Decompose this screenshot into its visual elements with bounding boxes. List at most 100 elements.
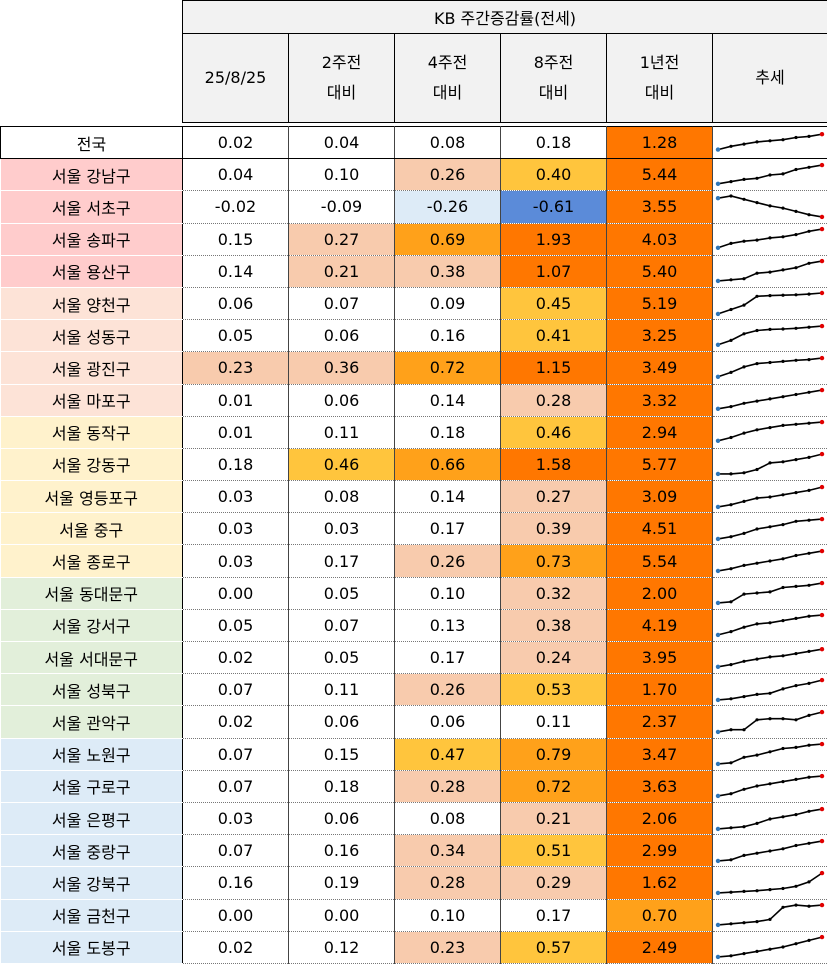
trend-sparkline	[715, 933, 825, 961]
trend-point	[742, 472, 745, 475]
trend-first-point	[716, 181, 720, 185]
region-name: 서울 용산구	[1, 255, 183, 287]
region-name: 서울 서대문구	[1, 642, 183, 674]
trend-point	[794, 135, 797, 138]
value-cell: 0.17	[289, 545, 395, 577]
column-header-line2: 대비	[395, 78, 500, 108]
trend-first-point	[716, 697, 720, 701]
value-cell: 0.18	[395, 416, 501, 448]
trend-last-point	[820, 215, 824, 219]
value-cell: 0.72	[395, 352, 501, 384]
trend-sparkline	[715, 644, 825, 672]
value-cell: 1.62	[607, 867, 713, 899]
value-cell: 1.70	[607, 674, 713, 706]
trend-point	[768, 139, 771, 142]
trend-point	[807, 391, 810, 394]
trend-sparkline	[715, 901, 825, 929]
trend-point	[729, 535, 732, 538]
trend-point	[794, 266, 797, 269]
value-cell: 2.06	[607, 802, 713, 834]
trend-point	[807, 262, 810, 265]
region-name: 서울 성북구	[1, 674, 183, 706]
column-header-line1: 추세	[713, 63, 827, 93]
trend-sparkline	[715, 708, 825, 736]
trend-point	[781, 815, 784, 818]
trend-point	[742, 626, 745, 629]
value-cell: 0.07	[183, 738, 289, 770]
value-cell: 0.03	[183, 513, 289, 545]
value-cell: 0.73	[501, 545, 607, 577]
trend-cell	[713, 770, 827, 802]
trend-point	[781, 687, 784, 690]
region-name: 서울 금천구	[1, 899, 183, 931]
trend-first-point	[716, 246, 720, 250]
trend-cell	[713, 738, 827, 770]
value-cell: 2.94	[607, 416, 713, 448]
trend-point	[768, 361, 771, 364]
trend-point	[794, 393, 797, 396]
trend-point	[729, 922, 732, 925]
trend-cell	[713, 545, 827, 577]
value-cell: 0.06	[289, 802, 395, 834]
trend-last-point	[820, 839, 824, 843]
trend-point	[781, 523, 784, 526]
value-cell: 0.07	[183, 835, 289, 867]
trend-point	[807, 518, 810, 521]
value-cell: 2.49	[607, 931, 713, 963]
trend-point	[755, 362, 758, 365]
trend-point	[742, 952, 745, 955]
trend-sparkline	[715, 257, 825, 285]
trend-point	[755, 527, 758, 530]
value-cell: 0.09	[395, 287, 501, 319]
trend-point	[742, 142, 745, 145]
trend-line	[718, 519, 822, 539]
trend-cell	[713, 255, 827, 287]
column-header-0: 25/8/25	[183, 34, 289, 123]
trend-point	[781, 946, 784, 949]
trend-cell	[713, 287, 827, 319]
trend-point	[781, 293, 784, 296]
trend-last-point	[820, 710, 824, 714]
trend-last-point	[820, 903, 824, 907]
value-cell: 2.00	[607, 577, 713, 609]
trend-point	[768, 328, 771, 331]
trend-last-point	[820, 581, 824, 585]
trend-sparkline	[715, 772, 825, 800]
column-header-line2: 대비	[607, 78, 712, 108]
trend-last-point	[820, 647, 824, 651]
trend-point	[807, 456, 810, 459]
trend-sparkline	[715, 515, 825, 543]
value-cell: 0.05	[289, 642, 395, 674]
value-cell: 0.01	[183, 384, 289, 416]
trend-sparkline	[715, 579, 825, 607]
value-cell: 0.46	[289, 448, 395, 480]
trend-sparkline	[715, 611, 825, 639]
region-name: 전국	[1, 127, 183, 159]
value-cell: 0.02	[183, 127, 289, 159]
value-cell: 0.26	[395, 545, 501, 577]
value-cell: 0.79	[501, 738, 607, 770]
trend-point	[807, 552, 810, 555]
trend-point	[729, 761, 732, 764]
trend-point	[755, 468, 758, 471]
region-name: 서울 도봉구	[1, 931, 183, 963]
trend-point	[768, 655, 771, 658]
value-cell: 0.51	[501, 835, 607, 867]
region-name: 서울 성동구	[1, 320, 183, 352]
value-cell: 0.38	[501, 609, 607, 641]
trend-point	[781, 172, 784, 175]
value-cell: 0.38	[395, 255, 501, 287]
column-header-line1: 25/8/25	[183, 63, 288, 93]
trend-sparkline	[715, 354, 825, 382]
region-name: 서울 광진구	[1, 352, 183, 384]
trend-first-point	[716, 891, 720, 895]
trend-cell	[713, 223, 827, 255]
trend-last-point	[820, 774, 824, 778]
value-cell: 0.46	[501, 416, 607, 448]
trend-point	[807, 841, 810, 844]
trend-cell	[713, 609, 827, 641]
